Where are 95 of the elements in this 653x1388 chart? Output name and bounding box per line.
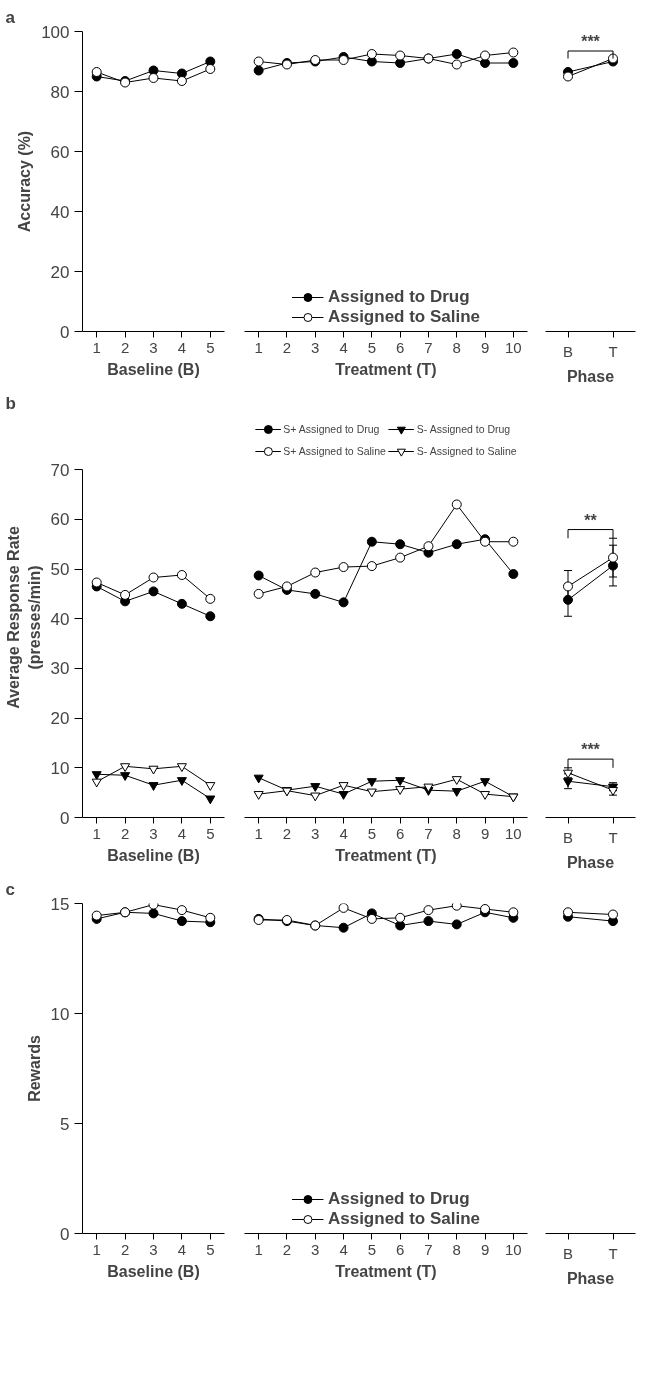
y-tick-label: 70 [50,460,70,480]
legend-label: S+ Assigned to Saline [283,444,386,459]
x-axis-title: Treatment (T) [335,846,437,864]
x-tick-label: 4 [339,338,348,356]
y-axis-title: Accuracy (%) [16,130,34,233]
x-tick-label: 3 [149,1240,158,1258]
annotation: *** [581,33,601,50]
x-tick-label: 5 [206,1240,215,1258]
x-tick-label: 2 [282,338,292,356]
y-tick-label: 20 [50,262,70,282]
legend-label: S- Assigned to Drug [416,422,511,437]
x-axis-title: Baseline (B) [107,846,200,864]
x-tick-label: 8 [452,824,461,842]
x-tick-label: B [563,1244,574,1262]
x-tick-label: 4 [339,824,348,842]
y-tick-label: 20 [50,709,70,729]
x-tick-label: 5 [206,338,215,356]
x-tick-label: 7 [424,1240,433,1258]
x-tick-label: 8 [452,1240,461,1258]
x-axis-title: Treatment (T) [335,360,437,378]
x-tick-label: 5 [367,338,377,356]
x-tick-label: 3 [149,824,158,842]
x-tick-label: 5 [367,824,377,842]
x-tick-label: 3 [311,824,320,842]
legend-label: S+ Assigned to Drug [283,422,380,437]
y-axis-title: Rewards [25,1035,43,1102]
x-tick-label: 4 [339,1240,348,1258]
x-tick-label: 2 [282,824,292,842]
y-tick-label: 30 [50,659,70,679]
x-tick-label: 7 [424,338,433,356]
y-tick-label: 40 [50,202,70,222]
x-tick-label: 1 [92,1240,101,1258]
x-tick-label: 4 [177,1240,187,1258]
x-tick-label: 10 [505,338,522,356]
x-axis-title: Baseline (B) [107,360,200,378]
y-axis-title: Average Response Rate (presses/min) [5,526,43,709]
x-tick-label: 1 [254,338,263,356]
y-tick-label: 50 [50,560,70,580]
x-tick-label: 10 [505,824,522,842]
x-tick-label: 6 [395,1240,405,1258]
y-tick-label: 5 [60,1114,70,1134]
annotation: *** [581,741,601,759]
x-axis-title: Phase [566,853,615,871]
y-tick-label: 0 [60,322,70,342]
legend-label: Assigned to Saline [327,1209,481,1229]
x-tick-label: 9 [480,824,490,842]
x-tick-label: 5 [206,824,215,842]
x-tick-label: 8 [452,338,461,356]
x-axis-title: Treatment (T) [335,1262,437,1280]
x-tick-label: B [563,342,574,360]
x-tick-label: 9 [480,338,490,356]
x-tick-label: 6 [395,338,405,356]
x-tick-label: T [608,828,618,846]
legend-label: Assigned to Drug [327,1189,470,1209]
y-tick-label: 60 [50,142,70,162]
x-tick-label: 3 [311,1240,320,1258]
y-tick-label: 0 [60,1224,70,1244]
x-tick-label: 1 [92,824,101,842]
x-tick-label: 4 [177,824,187,842]
x-tick-label: 1 [254,824,263,842]
x-tick-label: 3 [149,338,158,356]
legend-label: Assigned to Drug [327,287,470,307]
x-tick-label: 9 [480,1240,490,1258]
y-tick-label: 10 [50,758,70,778]
x-axis-title: Phase [566,367,615,385]
x-tick-label: 4 [177,338,187,356]
y-tick-label: 0 [60,808,70,828]
chart-title: c [5,879,15,899]
x-axis-title: Phase [566,1269,615,1287]
y-tick-label: 100 [41,22,70,42]
chart-title: a [5,7,16,27]
y-tick-label: 40 [50,609,70,629]
x-tick-label: T [608,342,618,360]
x-tick-label: B [563,828,574,846]
y-tick-label: 15 [50,894,70,914]
x-tick-label: 2 [282,1240,292,1258]
x-tick-label: T [608,1244,618,1262]
legend-label: S- Assigned to Saline [416,444,517,459]
x-tick-label: 3 [311,338,320,356]
x-tick-label: 5 [367,1240,377,1258]
x-tick-label: 2 [120,824,130,842]
x-tick-label: 1 [254,1240,263,1258]
x-tick-label: 6 [395,824,405,842]
x-tick-label: 10 [505,1240,522,1258]
x-tick-label: 2 [120,338,130,356]
y-tick-label: 60 [50,510,70,530]
x-tick-label: 7 [424,824,433,842]
x-tick-label: 2 [120,1240,130,1258]
y-tick-label: 10 [50,1004,70,1024]
y-tick-label: 80 [50,82,70,102]
annotation: ** [584,511,598,529]
chart-title: b [5,393,16,413]
legend-label: Assigned to Saline [327,307,481,327]
x-tick-label: 1 [92,338,101,356]
x-axis-title: Baseline (B) [107,1262,200,1280]
